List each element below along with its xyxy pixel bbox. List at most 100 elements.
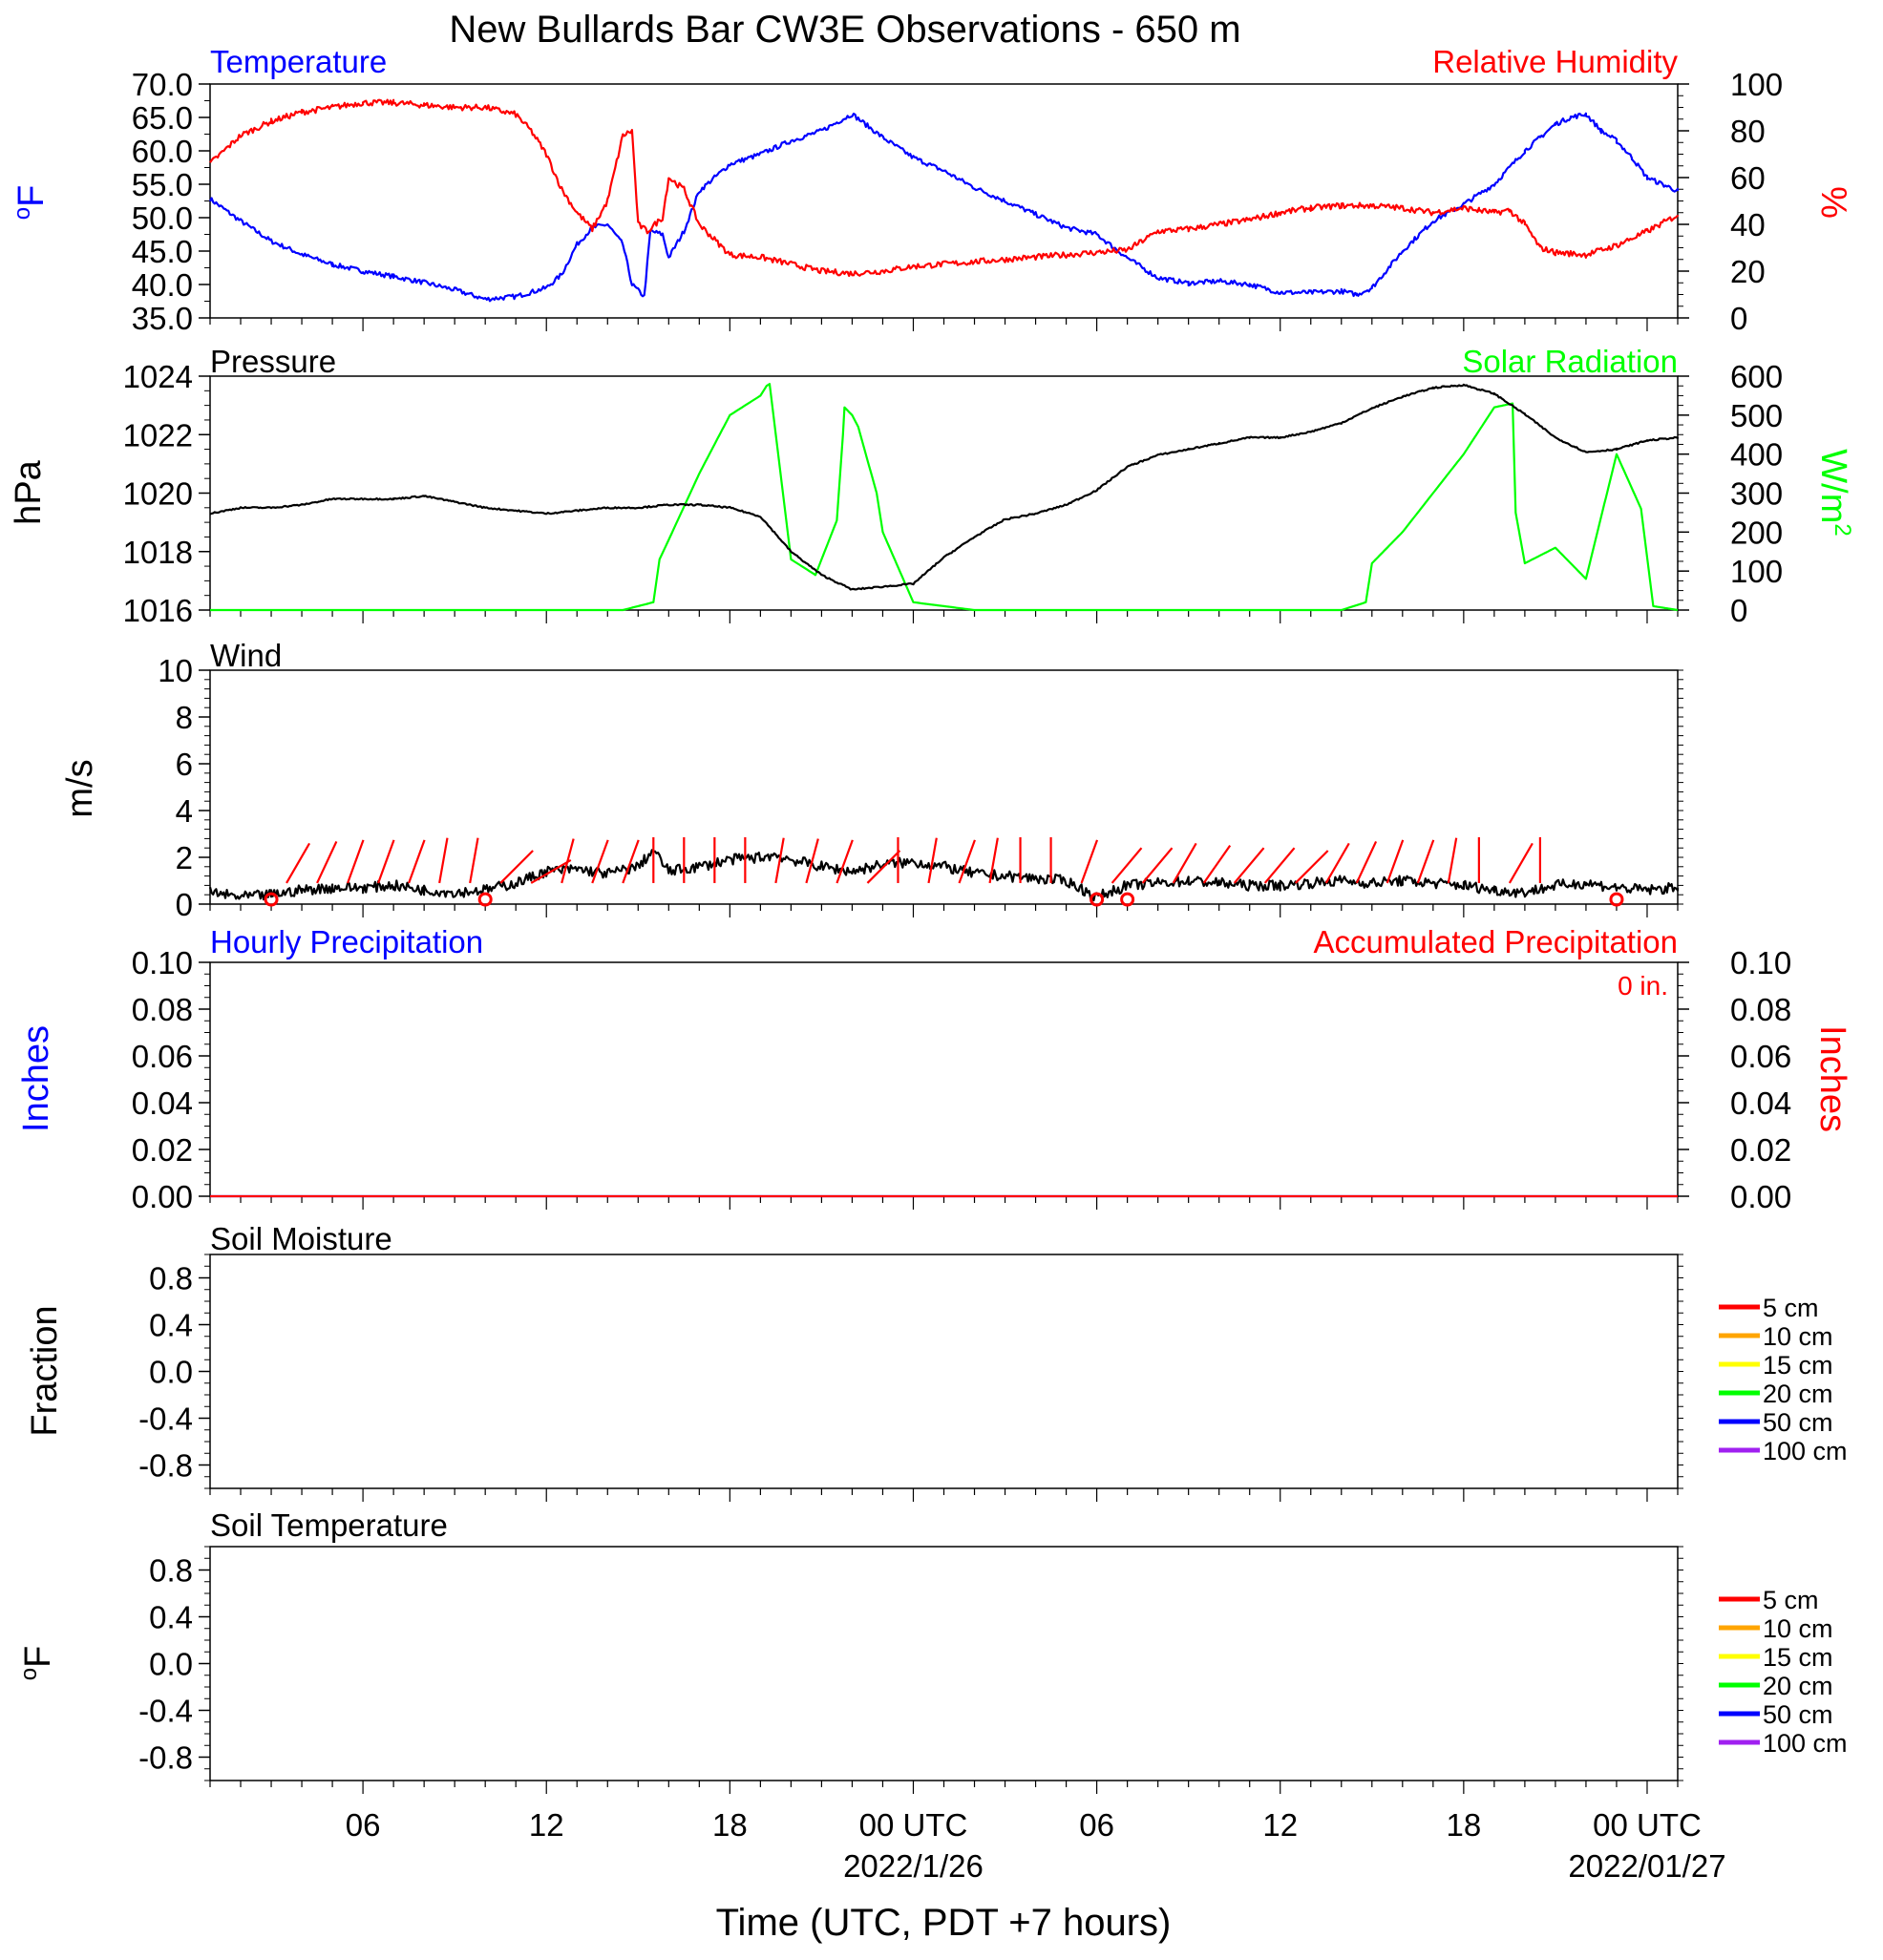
temp-rh-ytick-label-left: 55.0: [132, 167, 193, 202]
wind-barb: [1172, 842, 1197, 884]
temperature-line: [209, 112, 1680, 303]
wind-barb: [958, 839, 976, 884]
temp-rh-panel: Temperature Relative Humidity 70.065.060…: [10, 44, 1853, 336]
temp-rh-ytick-label-right: 100: [1730, 67, 1783, 102]
soil-moisture-legend-label: 10 cm: [1763, 1322, 1833, 1351]
x-tick-label: 18: [1446, 1807, 1481, 1843]
wind-barb: [1263, 847, 1296, 884]
precip-ytick-label-right: 0.10: [1730, 945, 1791, 980]
accum-precip-title: Accumulated Precipitation: [1313, 924, 1678, 959]
wind-ytick-label-left: 0: [176, 887, 193, 922]
wind-barb: [622, 839, 640, 884]
pres-solar-ytick-label-right: 500: [1730, 398, 1783, 433]
soil-temp-title: Soil Temperature: [210, 1507, 448, 1543]
precip-ytick-label-left: 0.04: [132, 1085, 193, 1121]
pres-solar-ytick-label-left: 1024: [123, 359, 193, 394]
precip-ytick-label-right: 0.00: [1730, 1179, 1791, 1214]
temp-rh-ytick-label-right: 40: [1730, 207, 1766, 242]
wind-barb: [347, 839, 365, 884]
soil-moisture-legend-label: 20 cm: [1763, 1380, 1833, 1408]
temp-rh-ytick-label-left: 40.0: [132, 267, 193, 303]
wind-ytick-label-left: 10: [158, 653, 193, 688]
soil-temp-legend-label: 10 cm: [1763, 1614, 1833, 1643]
temp-rh-ticks: 70.065.060.055.050.045.040.035.0 100 80 60 4…: [132, 67, 1783, 336]
solar-radiation-line: [210, 383, 1679, 612]
wind-barb: [1355, 840, 1378, 884]
pressure-line: [209, 383, 1680, 591]
pres-solar-ytick-label-right: 0: [1730, 593, 1747, 628]
svg-text:m/s: m/s: [60, 759, 100, 817]
x-tick-label: 12: [1262, 1807, 1298, 1843]
x-axis-label: Time (UTC, PDT +7 hours): [716, 1902, 1172, 1944]
wind-barb: [1233, 847, 1265, 884]
wind-barb: [774, 837, 785, 884]
pres-solar-ytick-label-left: 1022: [123, 417, 193, 453]
humidity-line: [209, 98, 1680, 278]
calm-wind-marker: [1609, 892, 1624, 907]
wind-barb: [591, 839, 609, 884]
precip-ytick-label-left: 0.02: [132, 1132, 193, 1168]
soil-moisture-ytick-label-left: -0.4: [138, 1402, 193, 1437]
temp-rh-ytick-label-right: 80: [1730, 114, 1766, 149]
soil-temp-ytick-label-left: 0.4: [149, 1600, 193, 1635]
precip-panel: Hourly Precipitation Accumulated Precipi…: [16, 924, 1852, 1214]
soil-temp-legend-label: 15 cm: [1763, 1643, 1833, 1672]
soil-temp-ytick-label-left: 0.8: [149, 1553, 193, 1589]
wind-ytick-label-left: 8: [176, 700, 193, 735]
soil-temp-ylabel: oF: [16, 1646, 58, 1681]
x-tick-label: 12: [529, 1807, 564, 1843]
solar-ylabel: W/m2: [1813, 449, 1855, 536]
precip-ytick-label-left: 0.00: [132, 1179, 193, 1214]
soil-moisture-ytick-label-left: 0.4: [149, 1308, 193, 1343]
pres-solar-ytick-label-right: 300: [1730, 476, 1783, 512]
wind-barb: [1386, 839, 1405, 884]
temp-rh-ytick-label-right: 20: [1730, 254, 1766, 289]
humidity-title: Relative Humidity: [1432, 44, 1678, 79]
calm-wind-marker: [477, 892, 493, 907]
soil-temp-legend-label: 50 cm: [1763, 1700, 1833, 1729]
humidity-ylabel: %: [1813, 186, 1853, 219]
wind-barb: [836, 839, 854, 884]
soil-temp-ytick-label-left: -0.4: [138, 1694, 193, 1729]
temp-rh-ytick-label-left: 70.0: [132, 67, 193, 102]
wind-title: Wind: [210, 638, 282, 673]
x-tick-label: 00 UTC: [1593, 1807, 1702, 1843]
soil-moisture-title: Soil Moisture: [210, 1221, 392, 1256]
x-tick-label: 06: [1079, 1807, 1114, 1843]
wind-barb: [438, 837, 449, 884]
x-date-label: 2022/01/27: [1568, 1848, 1725, 1884]
soil-temp-legend-label: 20 cm: [1763, 1672, 1833, 1700]
wind-barb: [927, 837, 938, 884]
pressure-solar-series: [209, 383, 1680, 612]
pres-solar-ytick-label-right: 100: [1730, 554, 1783, 589]
accum-precip-total: 0 in.: [1618, 971, 1668, 1001]
x-tick-label: 00 UTC: [859, 1807, 968, 1843]
pressure-title: Pressure: [210, 344, 336, 379]
wind-barb: [1141, 847, 1174, 884]
svg-text:oF: oF: [16, 1646, 58, 1681]
wind-barb: [316, 840, 338, 884]
soil-moisture-ytick-label-left: 0.0: [149, 1355, 193, 1390]
figure-title: New Bullards Bar CW3E Observations - 650…: [449, 9, 1240, 51]
accum-precip-ylabel: Inches: [1812, 1025, 1852, 1132]
precip-ytick-label-right: 0.02: [1730, 1132, 1791, 1168]
temp-rh-ytick-label-right: 60: [1730, 160, 1766, 196]
wind-barb: [1294, 850, 1329, 884]
precip-ytick-label-left: 0.08: [132, 992, 193, 1027]
wind-barb: [561, 838, 575, 884]
pres-solar-ytick-label-left: 1020: [123, 476, 193, 512]
soil-temp-ticks: 0.8 0.4 0.0 -0.4 -0.8: [138, 1546, 1683, 1794]
wind-barb: [805, 838, 819, 884]
pressure-solar-panel: Pressure Solar Radiation 1024 1022 1020 101…: [9, 344, 1855, 628]
wind-ylabel: m/s: [60, 759, 100, 817]
wind-barb: [1416, 839, 1435, 884]
wind-barb: [499, 850, 534, 884]
precip-ytick-label-left: 0.06: [132, 1039, 193, 1074]
temp-rh-ytick-label-left: 35.0: [132, 301, 193, 336]
hourly-precip-title: Hourly Precipitation: [210, 924, 483, 959]
wind-ytick-label-left: 4: [176, 793, 193, 829]
svg-text:%: %: [1813, 186, 1853, 219]
